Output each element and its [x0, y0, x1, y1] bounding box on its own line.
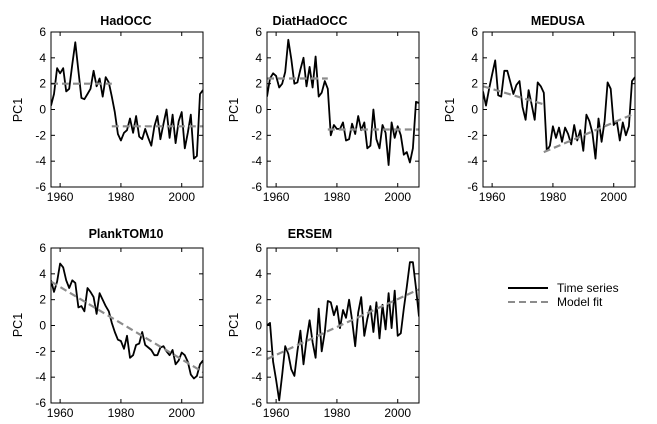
y-tick-label: 0 [255, 319, 262, 333]
y-tick-label: 0 [255, 103, 262, 117]
y-tick-label: 4 [471, 51, 478, 65]
y-axis-label: PC1 [11, 98, 25, 122]
y-axis-label: PC1 [443, 98, 457, 122]
x-tick-label: 2000 [168, 190, 195, 204]
panel-hadocc: HadOCC PC1 -6 -4 -2 0 2 4 6 1960 1980 2000 [11, 14, 204, 204]
x-tick-label: 1980 [108, 406, 135, 420]
x-tick-label: 1960 [263, 406, 290, 420]
legend-label-model-fit: Model fit [557, 295, 603, 309]
y-axis-label: PC1 [227, 98, 241, 122]
y-tick-label: -2 [35, 344, 46, 358]
y-tick-label: 2 [471, 77, 478, 91]
time-series-line [483, 59, 635, 160]
x-tick-label: 1980 [324, 406, 351, 420]
y-tick-label: 0 [471, 103, 478, 117]
time-series-line [267, 261, 419, 402]
y-tick-label: -4 [467, 154, 478, 168]
y-axis-label: PC1 [227, 313, 241, 337]
y-tick-label: -4 [35, 154, 46, 168]
y-tick-label: 6 [255, 25, 262, 39]
plot-area: -6 -4 -2 0 2 4 6 1960 1980 2000 [467, 25, 636, 204]
panel-title: ERSEM [288, 227, 332, 241]
y-tick-label: -6 [467, 180, 478, 194]
axes-box [50, 247, 204, 404]
panel-ersem: ERSEM PC1 -6 -4 -2 0 2 4 6 1960 1980 2000 [227, 227, 420, 420]
panel-planktom10: PlankTOM10 PC1 -6 -4 -2 0 2 4 6 1960 1980 2000 [11, 227, 204, 420]
y-tick-label: -6 [251, 396, 262, 410]
y-tick-label: 2 [39, 77, 46, 91]
panel-title: MEDUSA [531, 14, 585, 28]
y-tick-label: -4 [251, 370, 262, 384]
y-tick-label: -4 [251, 154, 262, 168]
panel-title: HadOCC [100, 14, 151, 28]
x-tick-label: 1980 [324, 190, 351, 204]
legend-label-time-series: Time series [557, 281, 619, 295]
y-tick-label: 0 [39, 103, 46, 117]
y-tick-label: -2 [467, 128, 478, 142]
y-tick-label: 6 [255, 241, 262, 255]
panel-title: PlankTOM10 [89, 227, 164, 241]
x-tick-label: 2000 [600, 190, 627, 204]
panel-diathadocc: DiatHadOCC PC1 -6 -4 -2 0 2 4 6 1960 1980 2000 [227, 14, 420, 204]
plot-area: -6 -4 -2 0 2 4 6 1960 1980 2000 [251, 241, 420, 420]
x-tick-label: 1980 [540, 190, 567, 204]
model-fit-line [483, 85, 545, 106]
time-series-line [51, 262, 203, 380]
plot-area: -6 -4 -2 0 2 4 6 1960 1980 2000 [35, 25, 204, 204]
y-tick-label: -2 [251, 128, 262, 142]
y-axis-label: PC1 [11, 313, 25, 337]
y-tick-label: 0 [39, 319, 46, 333]
y-tick-label: 2 [255, 77, 262, 91]
y-tick-label: 4 [39, 51, 46, 65]
legend: Time series Model fit [508, 281, 619, 309]
y-tick-label: 4 [255, 267, 262, 281]
panel-medusa: MEDUSA PC1 -6 -4 -2 0 2 4 6 1960 1980 2000 [443, 14, 636, 204]
plot-area: -6 -4 -2 0 2 4 6 1960 1980 2000 [35, 241, 204, 420]
y-tick-label: 6 [39, 25, 46, 39]
x-tick-label: 1960 [263, 190, 290, 204]
y-tick-label: 4 [39, 267, 46, 281]
y-tick-label: -6 [35, 396, 46, 410]
y-tick-label: -6 [35, 180, 46, 194]
model-fit-line [51, 280, 203, 373]
x-tick-label: 2000 [384, 190, 411, 204]
y-tick-label: 6 [39, 241, 46, 255]
time-series-line [51, 41, 203, 160]
y-tick-label: 2 [255, 293, 262, 307]
x-tick-label: 1980 [108, 190, 135, 204]
x-tick-label: 2000 [168, 406, 195, 420]
y-tick-label: 6 [471, 25, 478, 39]
panel-title: DiatHadOCC [272, 14, 347, 28]
y-tick-label: -4 [35, 370, 46, 384]
x-tick-label: 2000 [384, 406, 411, 420]
y-tick-label: -6 [251, 180, 262, 194]
x-tick-label: 1960 [47, 406, 74, 420]
model-fit-line [543, 112, 635, 154]
time-series-line [267, 38, 419, 166]
y-tick-label: -2 [251, 344, 262, 358]
y-tick-label: 2 [39, 293, 46, 307]
y-tick-label: -2 [35, 128, 46, 142]
x-tick-label: 1960 [479, 190, 506, 204]
model-fit-line [267, 288, 419, 361]
x-tick-label: 1960 [47, 190, 74, 204]
plot-area: -6 -4 -2 0 2 4 6 1960 1980 2000 [251, 25, 420, 204]
y-tick-label: 4 [255, 51, 262, 65]
